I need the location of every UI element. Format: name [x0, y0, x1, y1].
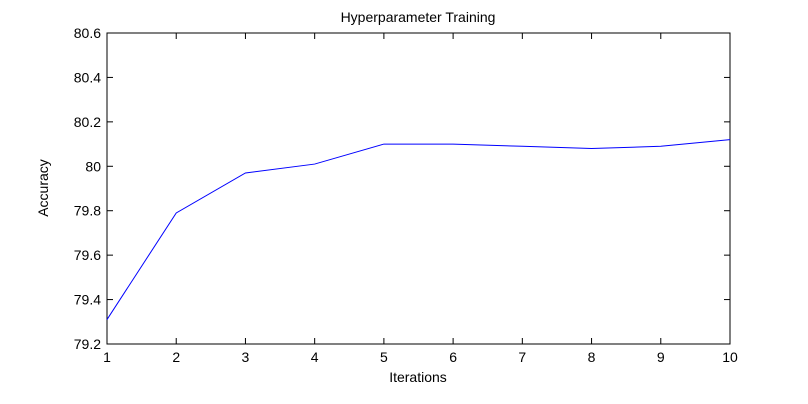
y-tick-labels: 79.2 79.4 79.6 79.8 80 80.2 80.4 80.6 — [74, 25, 101, 352]
x-tick-label: 3 — [242, 349, 250, 365]
x-tick-label: 9 — [657, 349, 665, 365]
x-tick-label: 7 — [518, 349, 526, 365]
y-axis-label: Accuracy — [35, 159, 51, 217]
x-tick-labels: 1 2 3 4 5 6 7 8 9 10 — [103, 349, 738, 365]
y-tick-label: 80.4 — [74, 69, 101, 85]
x-tick-label: 5 — [380, 349, 388, 365]
x-tick-label: 10 — [722, 349, 738, 365]
y-tick-label: 79.8 — [74, 203, 101, 219]
x-tick-label: 6 — [449, 349, 457, 365]
x-tick-label: 4 — [311, 349, 319, 365]
y-tick-label: 79.4 — [74, 292, 101, 308]
y-tick-label: 80.2 — [74, 114, 101, 130]
plot-area-frame — [106, 32, 731, 345]
x-tick-label: 1 — [103, 349, 111, 365]
y-tick-label: 79.2 — [74, 336, 101, 352]
x-tick-label: 2 — [172, 349, 180, 365]
x-axis-label: Iterations — [389, 369, 447, 385]
series-line-0 — [106, 139, 731, 320]
y-tick-label: 80 — [85, 158, 101, 174]
series-layer — [106, 139, 731, 320]
y-tick-label: 79.6 — [74, 247, 101, 263]
tick-marks — [106, 32, 731, 345]
x-tick-label: 8 — [588, 349, 596, 365]
chart-title: Hyperparameter Training — [341, 9, 496, 25]
y-tick-label: 80.6 — [74, 25, 101, 41]
